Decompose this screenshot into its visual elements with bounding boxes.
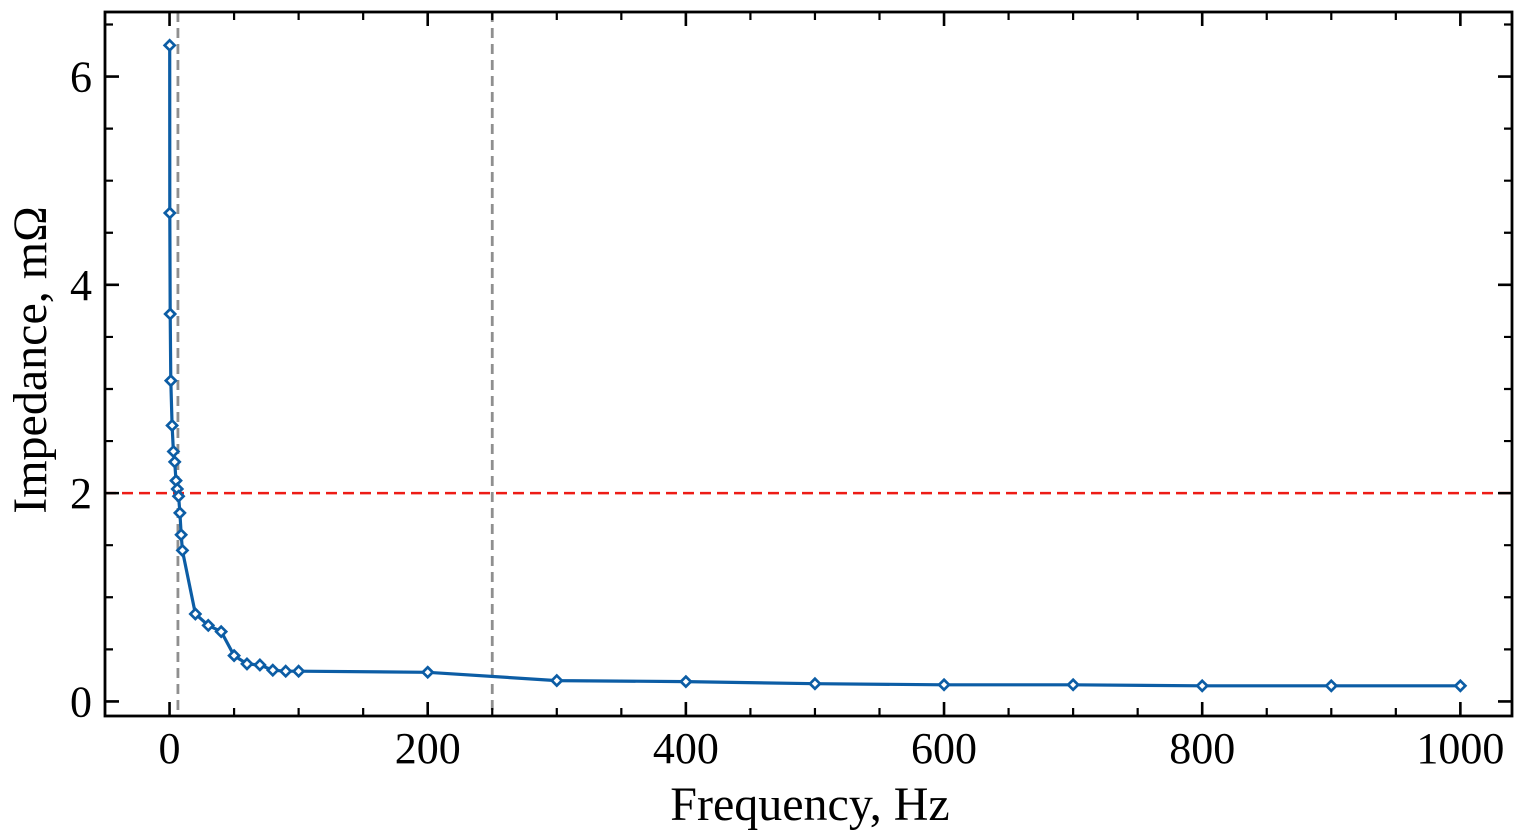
x-tick-label: 1000 [1416,724,1504,773]
data-point-marker [240,657,254,671]
data-point-marker [171,489,186,504]
plot-border [103,10,1514,718]
data-point-marker [1453,678,1468,693]
y-axis-tick-labels: 0 2 4 6 [70,53,92,727]
x-tick-label: 400 [653,724,719,773]
x-tick-label: 800 [1169,724,1235,773]
y-tick-label: 6 [70,53,92,102]
x-axis-label: Frequency, Hz [670,778,949,831]
data-point-marker [265,663,280,678]
data-point-marker [162,206,177,220]
minor-tick-marks [105,12,1512,716]
data-point-marker [278,664,293,679]
data-point-marker [937,677,951,692]
data-point-markers [162,38,1468,693]
y-tick-label: 0 [70,677,92,726]
data-point-marker [1195,678,1210,693]
data-point-marker [227,648,241,663]
data-point-marker [201,618,216,633]
data-point-marker [549,673,564,688]
data-point-marker [214,624,229,639]
data-point-marker [1066,677,1081,692]
data-point-marker [174,527,189,542]
y-tick-label: 4 [70,261,92,310]
x-axis-tick-labels: 0 200 400 600 800 1000 [159,724,1505,773]
data-point-marker [175,543,190,558]
x-tick-label: 600 [911,724,977,773]
x-tick-label: 0 [159,724,181,773]
data-point-marker [808,676,822,691]
data-point-marker [420,665,435,680]
data-point-marker [167,454,182,469]
data-point-marker [163,307,178,321]
data-point-marker [188,607,203,621]
data-point-marker [678,674,693,689]
y-axis-label: Impedance, mΩ [4,206,57,514]
y-tick-label: 2 [70,469,92,518]
data-point-marker [172,506,187,520]
data-point-marker [1324,678,1339,693]
data-point-marker [165,418,180,433]
data-point-marker [291,664,306,679]
frequency-guide-lines [176,12,494,716]
data-point-marker [163,373,178,388]
x-tick-label: 200 [395,724,461,773]
major-tick-marks [105,12,1512,716]
impedance-data-line [168,43,1463,688]
data-point-marker [162,38,177,53]
data-point-marker [252,658,267,672]
